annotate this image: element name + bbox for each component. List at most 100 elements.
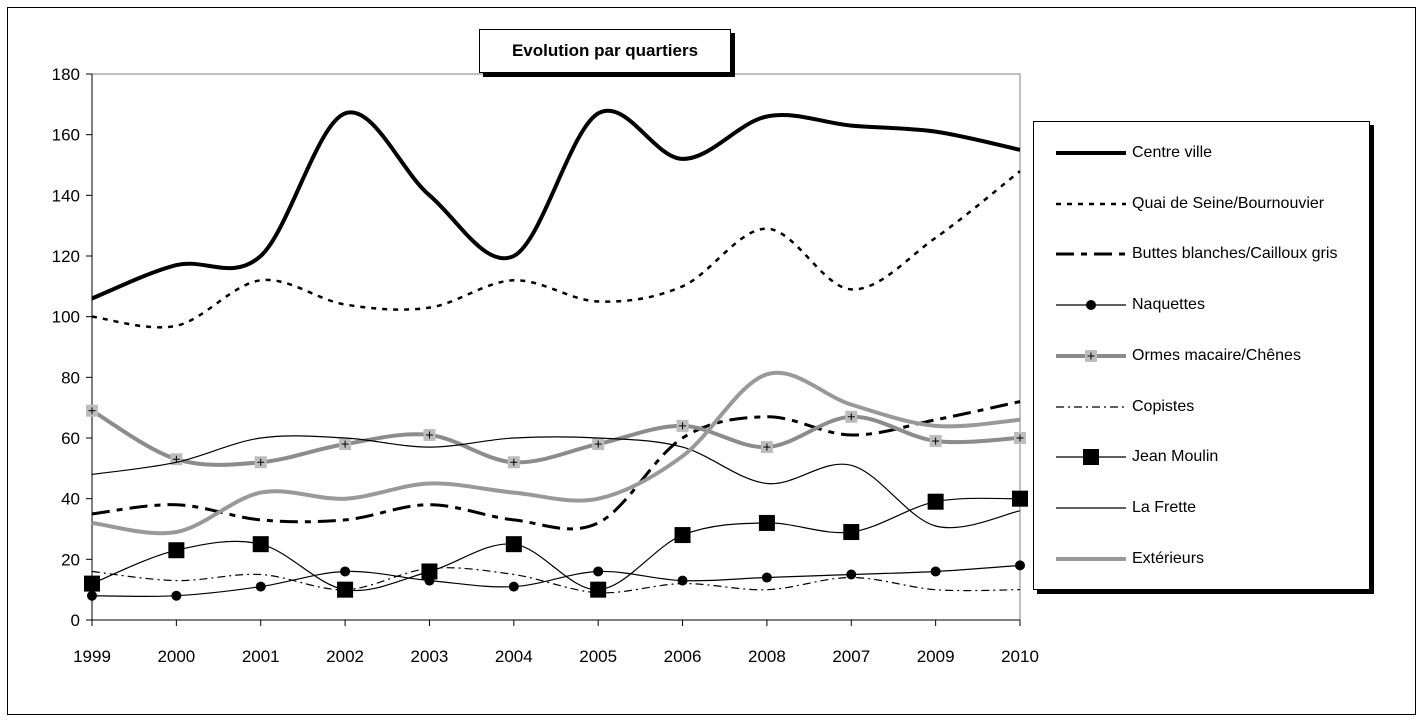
legend-label: Quai de Seine/Bournouvier <box>1132 194 1325 212</box>
legend-label: Jean Moulin <box>1132 448 1219 466</box>
y-tick-label: 120 <box>52 247 80 266</box>
data-point <box>930 566 941 577</box>
series-line <box>91 567 1021 594</box>
series-line <box>91 108 1021 301</box>
legend-swatch <box>1056 449 1126 466</box>
series-0 <box>91 108 1021 301</box>
legend-swatch <box>1056 507 1126 509</box>
x-tick-label: 2001 <box>242 647 280 666</box>
legend-swatch <box>1056 556 1126 561</box>
x-tick-label: 2004 <box>495 647 533 666</box>
series-line <box>91 564 1021 598</box>
plot-border <box>91 73 1021 621</box>
legend-label: Centre ville <box>1132 144 1213 161</box>
data-point <box>507 456 520 469</box>
data-point <box>84 575 100 592</box>
legend-marker <box>1083 449 1099 466</box>
data-point <box>337 581 354 598</box>
legend-marker <box>1085 349 1097 362</box>
data-point <box>592 438 605 451</box>
series-line <box>90 408 1021 467</box>
x-tick-label: 2010 <box>1001 647 1039 666</box>
data-point <box>171 590 182 601</box>
data-point <box>1014 432 1026 444</box>
data-point <box>255 581 266 592</box>
x-tick-label: 2002 <box>326 647 364 666</box>
series-1 <box>91 170 1021 329</box>
series-line <box>91 170 1021 329</box>
legend-item: Extérieurs <box>1034 544 1369 574</box>
legend-swatch <box>1056 349 1126 362</box>
data-point <box>421 563 438 580</box>
y-tick-label: 60 <box>61 429 80 448</box>
y-tick-label: 20 <box>61 550 80 569</box>
data-point <box>254 456 267 469</box>
x-tick-label: 2006 <box>664 647 702 666</box>
data-point <box>423 428 436 441</box>
chart-title: Evolution par quartiers <box>479 29 731 73</box>
data-point <box>674 527 691 544</box>
legend-label: Extérieurs <box>1132 549 1205 567</box>
x-tick-label: 2007 <box>832 647 870 666</box>
data-point <box>1015 560 1025 571</box>
data-point <box>505 536 522 553</box>
legend-swatch <box>1056 252 1126 256</box>
data-point <box>339 438 352 451</box>
x-tick-label: 2008 <box>748 647 786 666</box>
legend-swatch <box>1056 151 1126 155</box>
series-3 <box>87 560 1025 601</box>
legend-item: Copistes <box>1034 392 1369 422</box>
data-point <box>590 581 607 598</box>
data-point <box>340 566 351 577</box>
x-tick-label: 2005 <box>579 647 617 666</box>
data-point <box>846 569 857 580</box>
legend-item: Buttes blanches/Cailloux gris <box>1034 239 1369 269</box>
data-point <box>593 566 604 577</box>
legend-label: Copistes <box>1132 397 1195 415</box>
legend-item: Centre ville <box>1034 138 1369 168</box>
legend-item: Naquettes <box>1034 290 1369 320</box>
series-6 <box>84 490 1028 598</box>
legend-marker <box>1086 300 1096 311</box>
x-tick-label: 2000 <box>157 647 195 666</box>
x-tick-label: 2003 <box>411 647 449 666</box>
series-2 <box>91 400 1021 531</box>
data-point <box>845 410 858 423</box>
series-line <box>91 497 1021 592</box>
chart-title-text: Evolution par quartiers <box>511 41 699 60</box>
legend-label: Buttes blanches/Cailloux gris <box>1132 245 1338 263</box>
legend-swatch <box>1056 202 1126 205</box>
data-point <box>760 441 773 454</box>
series-7 <box>91 435 1021 529</box>
data-point <box>758 514 775 531</box>
y-tick-label: 40 <box>61 490 80 509</box>
x-tick-label: 2009 <box>917 647 955 666</box>
data-point <box>87 590 97 601</box>
series-8 <box>91 370 1021 536</box>
series-line <box>91 370 1021 536</box>
legend-item: Jean Moulin <box>1034 442 1369 472</box>
data-point <box>86 404 98 417</box>
series-4 <box>86 404 1026 469</box>
y-tick-label: 180 <box>52 65 80 84</box>
legend-item: La Frette <box>1034 493 1369 523</box>
y-tick-label: 160 <box>52 126 80 145</box>
y-tick-label: 80 <box>61 368 80 387</box>
data-point <box>929 435 942 448</box>
y-tick-label: 100 <box>52 308 80 327</box>
series-5 <box>91 567 1021 594</box>
x-tick-label: 1999 <box>73 647 111 666</box>
data-point <box>252 536 269 553</box>
data-point <box>508 581 519 592</box>
legend-swatch <box>1056 300 1126 311</box>
chart-legend: Centre ville Quai de Seine/Bournouvier But… <box>1033 121 1370 590</box>
series-line <box>91 400 1021 531</box>
data-point <box>1012 490 1028 507</box>
series-line <box>91 435 1021 529</box>
data-point <box>676 419 689 432</box>
legend-swatch <box>1056 405 1126 408</box>
legend-item: Quai de Seine/Bournouvier <box>1034 189 1369 219</box>
data-point <box>843 524 860 541</box>
legend-label: Ormes macaire/Chênes <box>1132 346 1301 364</box>
